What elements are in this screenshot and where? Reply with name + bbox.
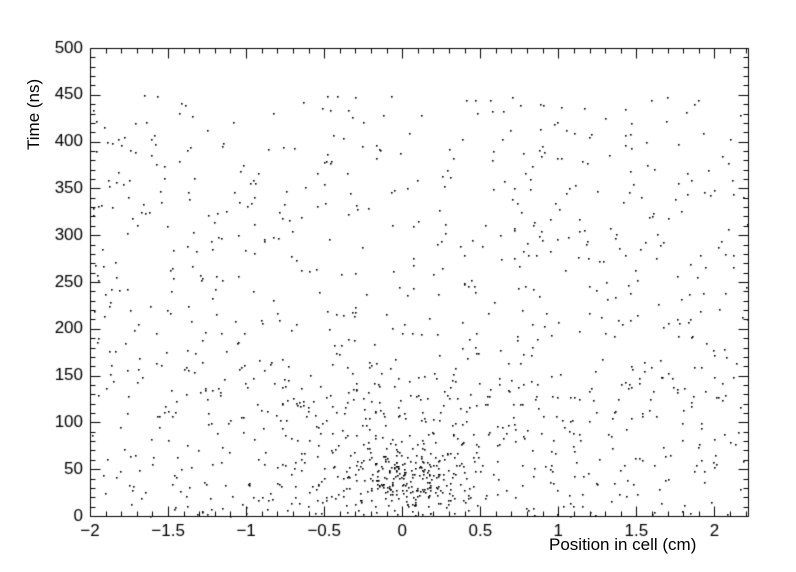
x-axis-title: Position in cell (cm) — [549, 535, 697, 554]
y-axis-title: Time (ns) — [24, 78, 43, 150]
